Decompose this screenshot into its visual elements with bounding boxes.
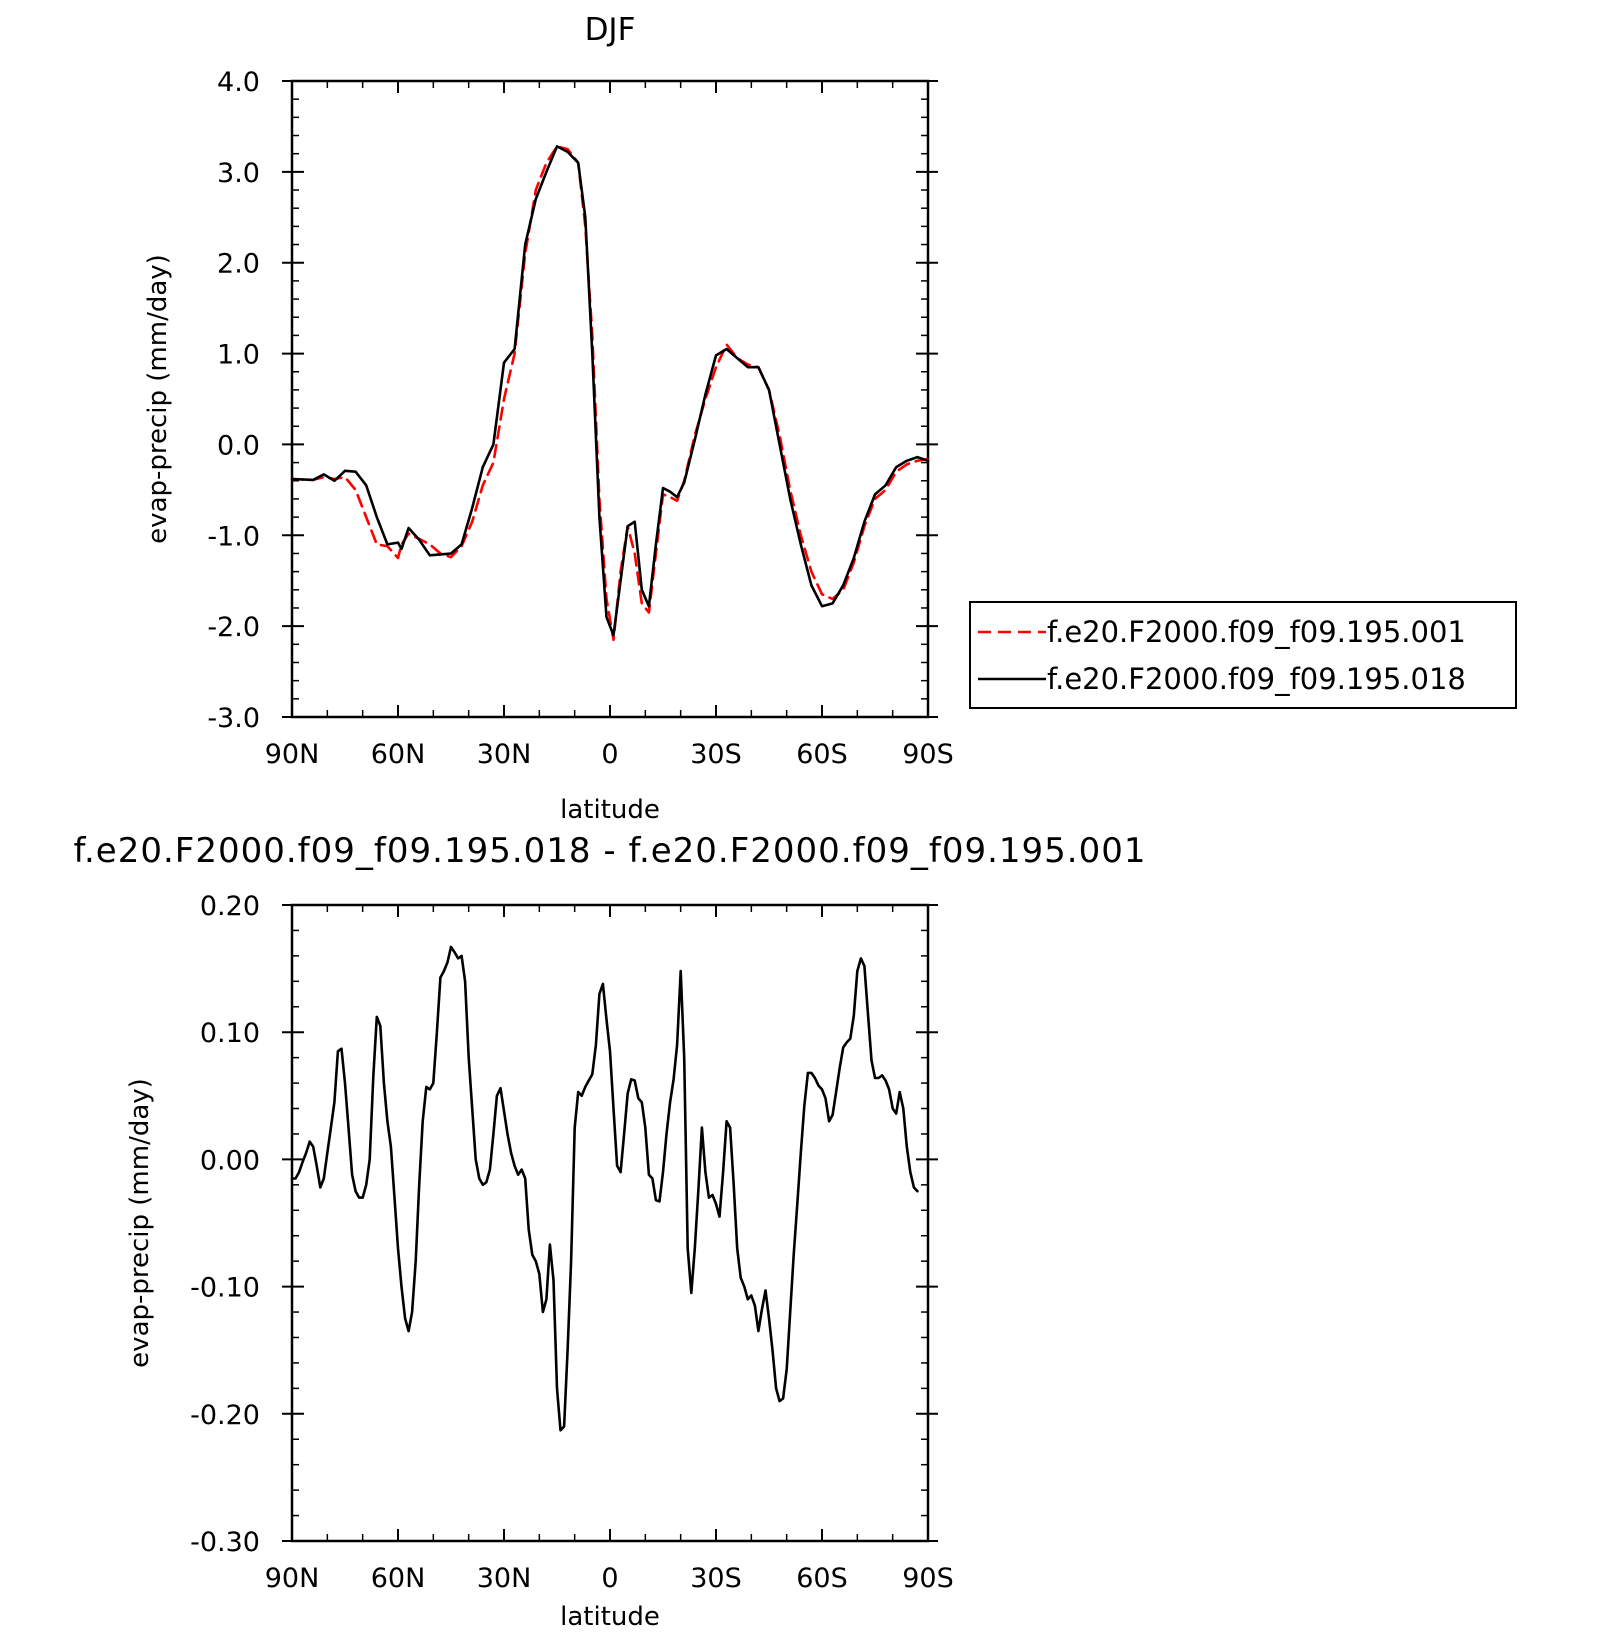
top-y-tick-label: 1.0 (217, 340, 260, 371)
bottom-x-tick-label: 0 (601, 1563, 618, 1594)
bottom-x-tick-label: 30S (690, 1563, 742, 1594)
top-x-tick-label: 90S (902, 739, 954, 770)
bottom-x-tick-labels: 90N 60N 30N 0 30S 60S 90S (265, 1563, 954, 1594)
bottom-y-tick-label: -0.10 (190, 1273, 260, 1304)
top-chart-title: DJF (585, 12, 636, 48)
bottom-y-tick-label: 0.20 (200, 891, 260, 922)
bottom-x-tick-label: 90N (265, 1563, 320, 1594)
top-series-group (290, 145, 930, 642)
top-legend: f.e20.F2000.f09_f09.195.001 f.e20.F2000.… (969, 601, 1517, 709)
top-x-tick-label: 30N (477, 739, 532, 770)
bottom-y-tick-labels: 0.20 0.10 0.00 -0.10 -0.20 -0.30 (190, 891, 260, 1558)
bottom-x-tick-label: 90S (902, 1563, 954, 1594)
top-x-axis-label: latitude (560, 795, 660, 825)
bottom-series-line-1 (290, 945, 919, 1432)
legend-label-series-2: f.e20.F2000.f09_f09.195.018 (1047, 662, 1466, 696)
bottom-x-axis-label: latitude (560, 1602, 660, 1632)
top-panel: DJF 90N 60N 30N 0 30S 60S 90S 4.0 3.0 2.0 1.0 0.0 -… (143, 12, 1517, 825)
bottom-x-tick-label: 30N (477, 1563, 532, 1594)
bottom-chart-title: f.e20.F2000.f09_f09.195.018 - f.e20.F200… (74, 831, 1147, 871)
top-series-line-2 (290, 145, 930, 637)
top-y-tick-label: 0.0 (217, 430, 260, 461)
bottom-x-tick-label: 60N (371, 1563, 426, 1594)
top-y-tick-label: -2.0 (207, 612, 260, 643)
top-ticks (282, 80, 938, 718)
legend-box (969, 601, 1517, 709)
top-y-axis-label: evap-precip (mm/day) (143, 254, 173, 544)
bottom-x-tick-label: 60S (796, 1563, 848, 1594)
top-x-tick-label: 90N (265, 739, 320, 770)
top-x-tick-labels: 90N 60N 30N 0 30S 60S 90S (265, 739, 954, 770)
bottom-y-tick-label: -0.20 (190, 1400, 260, 1431)
top-x-tick-label: 30S (690, 739, 742, 770)
top-x-tick-label: 0 (601, 739, 618, 770)
top-y-tick-label: -1.0 (207, 521, 260, 552)
top-y-tick-label: 2.0 (217, 249, 260, 280)
top-y-tick-label: 4.0 (217, 67, 260, 98)
top-x-tick-label: 60S (796, 739, 848, 770)
top-y-tick-label: 3.0 (217, 158, 260, 189)
bottom-y-tick-label: 0.00 (200, 1145, 260, 1176)
top-x-tick-label: 60N (371, 739, 426, 770)
bottom-panel: f.e20.F2000.f09_f09.195.018 - f.e20.F200… (74, 831, 1147, 1632)
top-y-tick-label: -3.0 (207, 703, 260, 734)
bottom-series-group (290, 945, 919, 1432)
bottom-y-tick-label: 0.10 (200, 1018, 260, 1049)
legend-label-series-1: f.e20.F2000.f09_f09.195.001 (1047, 615, 1466, 649)
bottom-ticks (282, 904, 938, 1542)
bottom-y-tick-label: -0.30 (190, 1527, 260, 1558)
top-y-tick-labels: 4.0 3.0 2.0 1.0 0.0 -1.0 -2.0 -3.0 (207, 67, 260, 734)
bottom-y-axis-label: evap-precip (mm/day) (125, 1078, 155, 1368)
